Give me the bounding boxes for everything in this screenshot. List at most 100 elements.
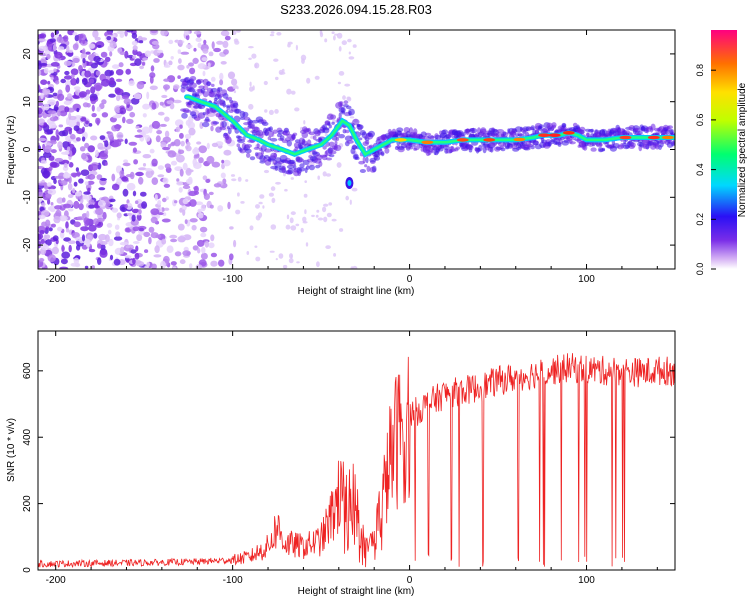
noise-speckle <box>78 35 82 44</box>
noise-speckle <box>193 47 197 52</box>
noise-speckle <box>72 187 76 194</box>
ridge-halo <box>212 121 220 125</box>
noise-speckle <box>301 58 305 64</box>
ridge-halo <box>523 146 531 151</box>
ridge-halo <box>183 109 192 113</box>
noise-speckle <box>160 141 167 149</box>
noise-speckle <box>290 211 296 216</box>
noise-speckle <box>219 79 224 86</box>
noise-speckle <box>47 99 56 106</box>
noise-speckle <box>87 187 91 192</box>
ridge-halo <box>312 135 317 141</box>
noise-speckle <box>289 253 293 259</box>
noise-speckle <box>108 238 114 247</box>
noise-speckle <box>46 53 51 60</box>
ridge-halo <box>341 110 345 115</box>
noise-speckle <box>85 120 89 125</box>
noise-speckle <box>132 45 138 51</box>
snr-series-line <box>38 353 675 568</box>
noise-speckle <box>149 85 158 91</box>
noise-speckle <box>151 177 159 186</box>
ridge-halo <box>547 141 552 147</box>
noise-speckle <box>269 250 275 253</box>
noise-speckle <box>210 252 217 258</box>
noise-speckle <box>166 100 174 105</box>
noise-speckle <box>193 185 199 193</box>
ridge-halo <box>380 151 385 157</box>
noise-speckle <box>91 113 97 118</box>
noise-speckle <box>249 86 254 92</box>
noise-speckle <box>65 84 71 93</box>
noise-speckle <box>186 64 190 69</box>
noise-speckle <box>132 190 137 197</box>
ridge-halo <box>535 129 539 134</box>
noise-speckle <box>211 76 216 82</box>
noise-speckle <box>123 98 132 105</box>
noise-speckle <box>57 93 65 102</box>
noise-speckle <box>95 117 101 125</box>
ridge-halo <box>424 132 432 136</box>
ridge-hotspot <box>394 138 407 142</box>
noise-speckle <box>68 208 74 212</box>
ridge-hotspot <box>562 131 575 135</box>
noise-speckle <box>55 209 62 217</box>
noise-speckle <box>111 64 120 69</box>
noise-speckle <box>275 181 281 185</box>
noise-speckle <box>315 214 319 218</box>
ridge-hotspot <box>619 135 632 140</box>
noise-speckle <box>76 216 85 221</box>
noise-speckle <box>316 209 320 213</box>
noise-speckle <box>196 239 205 247</box>
noise-speckle <box>38 145 42 153</box>
noise-speckle <box>72 95 81 99</box>
ridge-halo <box>568 141 576 145</box>
ridge-halo <box>328 124 332 129</box>
noise-speckle <box>97 44 102 48</box>
noise-speckle <box>145 134 151 142</box>
noise-speckle <box>325 173 331 177</box>
ridge-halo <box>330 114 337 120</box>
noise-speckle <box>72 32 78 36</box>
noise-speckle <box>189 199 197 207</box>
noise-speckle <box>67 240 76 244</box>
noise-speckle <box>88 43 96 49</box>
noise-speckle <box>157 49 164 54</box>
noise-speckle <box>211 41 215 50</box>
ridge-halo <box>374 153 380 158</box>
noise-speckle <box>76 137 81 142</box>
spectrogram-xlabel: Height of straight line (km) <box>298 286 415 297</box>
noise-speckle <box>287 41 293 45</box>
noise-speckle <box>136 213 142 221</box>
noise-speckle <box>192 148 200 155</box>
noise-speckle <box>43 103 50 111</box>
noise-speckle <box>45 226 50 230</box>
noise-speckle <box>63 75 73 80</box>
noise-speckle <box>62 35 69 42</box>
noise-speckle <box>73 257 80 264</box>
noise-speckle <box>205 178 211 183</box>
noise-speckle <box>127 54 134 59</box>
noise-speckle <box>135 125 140 129</box>
noise-speckle <box>195 37 202 42</box>
ridge-halo <box>334 140 338 146</box>
ridge-halo <box>364 140 370 145</box>
ridge-halo <box>551 122 557 128</box>
noise-speckle <box>229 226 234 230</box>
noise-speckle <box>40 160 47 164</box>
ridge-halo <box>408 146 414 150</box>
ridge-halo <box>480 127 487 134</box>
noise-speckle <box>111 173 116 182</box>
noise-speckle <box>182 162 188 171</box>
ridge-hotspot <box>548 133 561 137</box>
noise-speckle <box>126 212 133 216</box>
noise-speckle <box>185 119 192 127</box>
ridge-halo <box>237 135 243 140</box>
noise-speckle <box>119 107 127 115</box>
noise-speckle <box>119 241 129 246</box>
noise-speckle <box>139 65 145 70</box>
noise-speckle <box>222 40 229 49</box>
noise-speckle <box>145 170 154 179</box>
ridge-halo <box>625 130 630 134</box>
noise-speckle <box>45 193 52 198</box>
noise-speckle <box>68 119 77 128</box>
